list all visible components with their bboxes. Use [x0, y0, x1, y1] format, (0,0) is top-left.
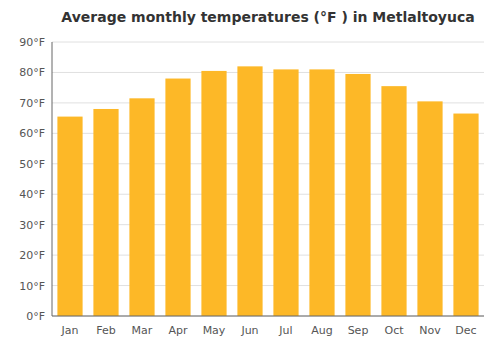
- y-axis-line: [52, 42, 53, 316]
- y-tick-label: 30°F: [19, 219, 45, 232]
- x-tick-label: Jan: [61, 324, 79, 337]
- x-axis: Jan Feb Mar Apr May Jun Jul Aug Sep Oct Nov Dec: [61, 324, 477, 337]
- y-tick-label: 10°F: [19, 280, 45, 293]
- x-tick-label: Apr: [168, 324, 188, 337]
- bars: [57, 66, 478, 316]
- bar: [345, 74, 370, 316]
- y-tick-label: 0°F: [26, 310, 45, 323]
- y-tick-label: 70°F: [19, 97, 45, 110]
- bar: [129, 98, 154, 316]
- bar: [165, 79, 190, 316]
- y-tick-label: 40°F: [19, 188, 45, 201]
- x-tick-label: May: [203, 324, 226, 337]
- axes: [52, 42, 484, 316]
- bar: [381, 86, 406, 316]
- bar: [201, 71, 226, 316]
- title: Average monthly temperatures (°F ) in Me…: [61, 9, 474, 25]
- x-tick-label: Jun: [240, 324, 258, 337]
- x-tick-label: Nov: [419, 324, 441, 337]
- x-tick-label: Dec: [455, 324, 476, 337]
- x-tick-label: Sep: [348, 324, 369, 337]
- bar: [237, 66, 262, 316]
- y-axis: 0°F 10°F 20°F 30°F 40°F 50°F 60°F 70°F 80°F 90°F: [19, 36, 484, 323]
- bar: [93, 109, 118, 316]
- x-tick-label: Mar: [132, 324, 153, 337]
- y-tick-label: 50°F: [19, 158, 45, 171]
- grid-line: [52, 316, 484, 317]
- bar: [453, 114, 478, 316]
- page: {"chart_data": {"type": "bar", "title": …: [0, 0, 500, 350]
- bar: [273, 69, 298, 316]
- x-tick-label: Aug: [311, 324, 332, 337]
- bar: [309, 69, 334, 316]
- x-axis-line: [52, 316, 484, 317]
- grid-line: [52, 42, 484, 43]
- chart-svg: Average monthly temperatures (°F ) in Me…: [0, 0, 500, 350]
- x-tick-label: Jul: [278, 324, 292, 337]
- x-tick-label: Oct: [384, 324, 404, 337]
- y-tick-label: 90°F: [19, 36, 45, 49]
- y-tick-label: 60°F: [19, 127, 45, 140]
- chart-container: Average monthly temperatures (°F ) in Me…: [0, 0, 500, 350]
- bar: [57, 117, 82, 316]
- bar: [417, 101, 442, 316]
- grid-line: [52, 72, 484, 73]
- x-tick-label: Feb: [96, 324, 115, 337]
- y-tick-label: 20°F: [19, 249, 45, 262]
- y-tick-label: 80°F: [19, 66, 45, 79]
